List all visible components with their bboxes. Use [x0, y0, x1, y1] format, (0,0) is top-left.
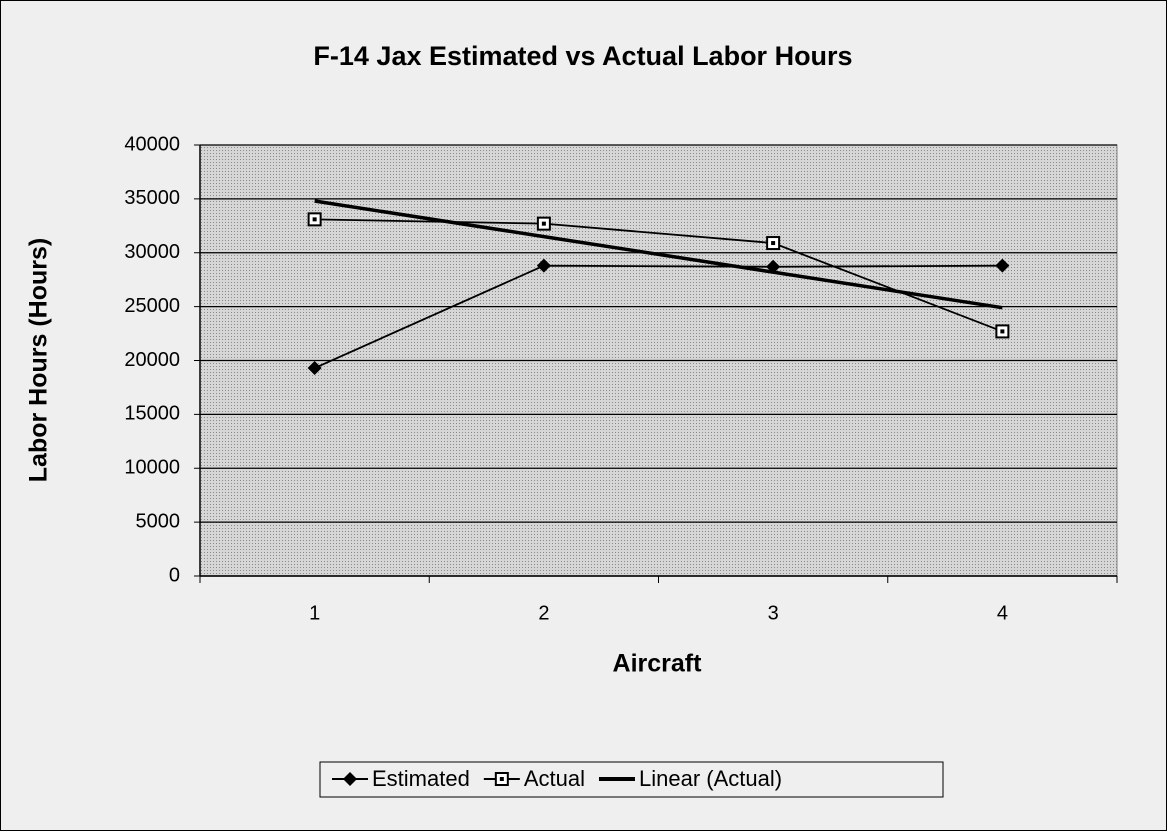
marker-dot [771, 241, 776, 246]
marker [343, 772, 357, 786]
y-tick-label: 5000 [136, 510, 181, 532]
series-group [307, 199, 1010, 376]
marker-dot [1000, 329, 1005, 334]
y-tick-label: 35000 [124, 187, 180, 209]
marker [307, 361, 322, 376]
legend-label: Estimated [372, 766, 470, 791]
marker [307, 212, 322, 227]
marker-dot [312, 217, 317, 222]
marker [766, 236, 781, 251]
y-tick-label: 40000 [124, 133, 180, 155]
marker [494, 772, 509, 786]
y-tick-label: 30000 [124, 241, 180, 263]
y-axis-title: Labor Hours (Hours) [25, 238, 53, 482]
legend-label: Actual [524, 766, 585, 791]
series-line [314, 218, 1003, 333]
y-tick-label: 25000 [124, 295, 180, 317]
grid [194, 144, 1118, 583]
series-line [314, 199, 1003, 310]
legend-label: Linear (Actual) [639, 766, 782, 791]
marker-dot [499, 777, 504, 781]
y-tick-label: 0 [169, 564, 180, 586]
y-tick-label: 20000 [124, 349, 180, 371]
x-tick-label: 3 [768, 602, 779, 624]
marker-dot [541, 221, 546, 226]
chart-title: F-14 Jax Estimated vs Actual Labor Hours [313, 41, 852, 71]
legend: Estimated Actual Linear (Actual) [332, 766, 782, 791]
series-line [314, 264, 1003, 369]
y-tick-label: 15000 [124, 403, 180, 425]
x-tick-label: 4 [997, 602, 1008, 624]
marker [536, 216, 551, 231]
x-tick-label: 1 [309, 602, 320, 624]
y-tick-label: 10000 [124, 457, 180, 479]
x-axis-title: Aircraft [613, 650, 703, 678]
marker [995, 324, 1010, 339]
marker [995, 258, 1010, 273]
marker [536, 258, 551, 273]
x-tick-label: 2 [538, 602, 549, 624]
